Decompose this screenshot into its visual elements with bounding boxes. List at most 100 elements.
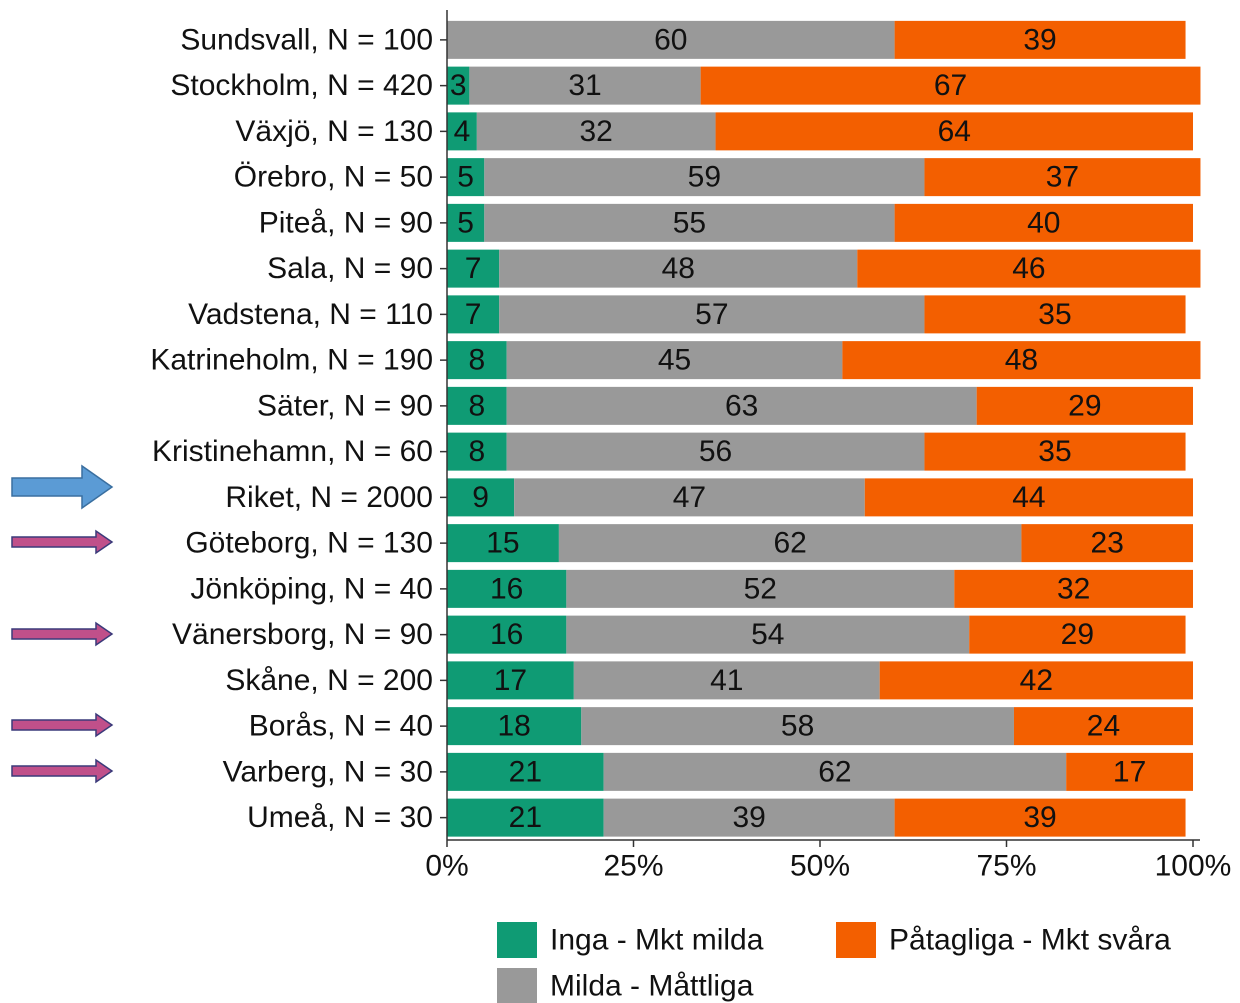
bar-segment [1021, 524, 1193, 563]
bar-segment [447, 203, 485, 242]
data-label: 57 [695, 298, 728, 331]
bar-segment [581, 707, 1014, 746]
y-tick-label: Sundsvall, N = 100 [180, 23, 433, 56]
data-label: 31 [568, 69, 601, 102]
y-tick-label: Örebro, N = 50 [234, 161, 433, 194]
bar-segment [447, 707, 582, 746]
highlight-arrow [11, 712, 114, 738]
data-label: 56 [699, 435, 732, 468]
x-tick-label: 75% [976, 850, 1036, 883]
bar-segment [894, 203, 1193, 242]
data-label: 16 [490, 618, 523, 651]
bar-segment [879, 661, 1193, 700]
bar-segment [894, 798, 1186, 837]
data-label: 32 [1057, 572, 1090, 605]
data-label: 8 [468, 435, 485, 468]
y-tick-label: Skåne, N = 200 [225, 664, 433, 697]
data-label: 4 [454, 115, 471, 148]
bar-segment [447, 386, 507, 425]
bar-segment [447, 158, 485, 197]
data-label: 48 [662, 252, 695, 285]
y-tick-label: Göteborg, N = 130 [185, 527, 433, 560]
data-label: 16 [490, 572, 523, 605]
data-label: 55 [673, 206, 706, 239]
bar-segment [924, 158, 1201, 197]
data-label: 29 [1068, 389, 1101, 422]
bar-segment [447, 798, 604, 837]
x-tick-label: 50% [790, 850, 850, 883]
legend-swatch [836, 922, 876, 958]
bar-segment [924, 295, 1186, 334]
data-label: 42 [1020, 664, 1053, 697]
bar-segment [447, 249, 500, 288]
data-label: 17 [494, 664, 527, 697]
data-label: 45 [658, 344, 691, 377]
data-label: 48 [1005, 344, 1038, 377]
y-tick-label: Piteå, N = 90 [259, 206, 433, 239]
data-label: 39 [732, 801, 765, 834]
arrows [11, 464, 114, 784]
data-label: 44 [1012, 481, 1045, 514]
bar-segment [469, 66, 701, 105]
bar-segment [558, 524, 1022, 563]
data-label: 32 [580, 115, 613, 148]
bar-segment [566, 615, 970, 654]
highlight-arrow [11, 621, 114, 647]
data-label: 62 [818, 755, 851, 788]
data-label: 7 [465, 252, 482, 285]
bar-segment [969, 615, 1186, 654]
data-label: 39 [1023, 801, 1056, 834]
bar-segment [976, 386, 1193, 425]
bar-segment [499, 295, 925, 334]
bar-segment [573, 661, 880, 700]
bar-segment [447, 66, 470, 105]
data-label: 8 [468, 389, 485, 422]
y-tick-label: Riket, N = 2000 [225, 481, 433, 514]
legend-label: Påtagliga - Mkt svåra [889, 924, 1171, 957]
highlight-arrow [11, 464, 114, 510]
data-label: 54 [751, 618, 784, 651]
bar-segment [499, 249, 858, 288]
y-tick-label: Katrineholm, N = 190 [150, 344, 433, 377]
data-label: 3 [450, 69, 467, 102]
x-tick-label: 0% [425, 850, 468, 883]
bar-segment [924, 432, 1186, 471]
bar-segment [1013, 707, 1193, 746]
bar-segment [447, 432, 507, 471]
bar-segment [506, 432, 925, 471]
data-label: 35 [1038, 435, 1071, 468]
bar-segment [447, 569, 567, 608]
bar-segment [484, 203, 895, 242]
highlight-arrow [11, 529, 114, 555]
bar-segment [447, 112, 477, 151]
data-label: 46 [1012, 252, 1045, 285]
legend-label: Inga - Mkt milda [550, 924, 764, 957]
y-tick-label: Varberg, N = 30 [223, 755, 433, 788]
data-label: 23 [1091, 527, 1124, 560]
y-tick-label: Sala, N = 90 [267, 252, 433, 285]
bar-segment [447, 661, 574, 700]
legend-swatch [497, 968, 537, 1003]
y-tick-label: Umeå, N = 30 [247, 801, 433, 834]
bar-segment [894, 20, 1186, 59]
y-tick-label: Kristinehamn, N = 60 [152, 435, 433, 468]
x-tick-label: 100% [1155, 850, 1232, 883]
legend-swatch [497, 922, 537, 958]
bar-segment [700, 66, 1201, 105]
y-tick-label: Jönköping, N = 40 [190, 572, 433, 605]
data-label: 29 [1061, 618, 1094, 651]
data-label: 21 [509, 801, 542, 834]
data-label: 24 [1087, 710, 1120, 743]
y-tick-label: Vadstena, N = 110 [188, 298, 433, 331]
bar-segment [857, 249, 1201, 288]
data-label: 5 [457, 161, 474, 194]
x-tick-label: 25% [603, 850, 663, 883]
data-label: 7 [465, 298, 482, 331]
bar-segment [954, 569, 1193, 608]
data-label: 5 [457, 206, 474, 239]
data-label: 9 [472, 481, 489, 514]
y-tick-label: Vänersborg, N = 90 [172, 618, 433, 651]
y-tick-label: Stockholm, N = 420 [170, 69, 433, 102]
bar-segment [447, 752, 604, 791]
bar-segment [476, 112, 716, 151]
